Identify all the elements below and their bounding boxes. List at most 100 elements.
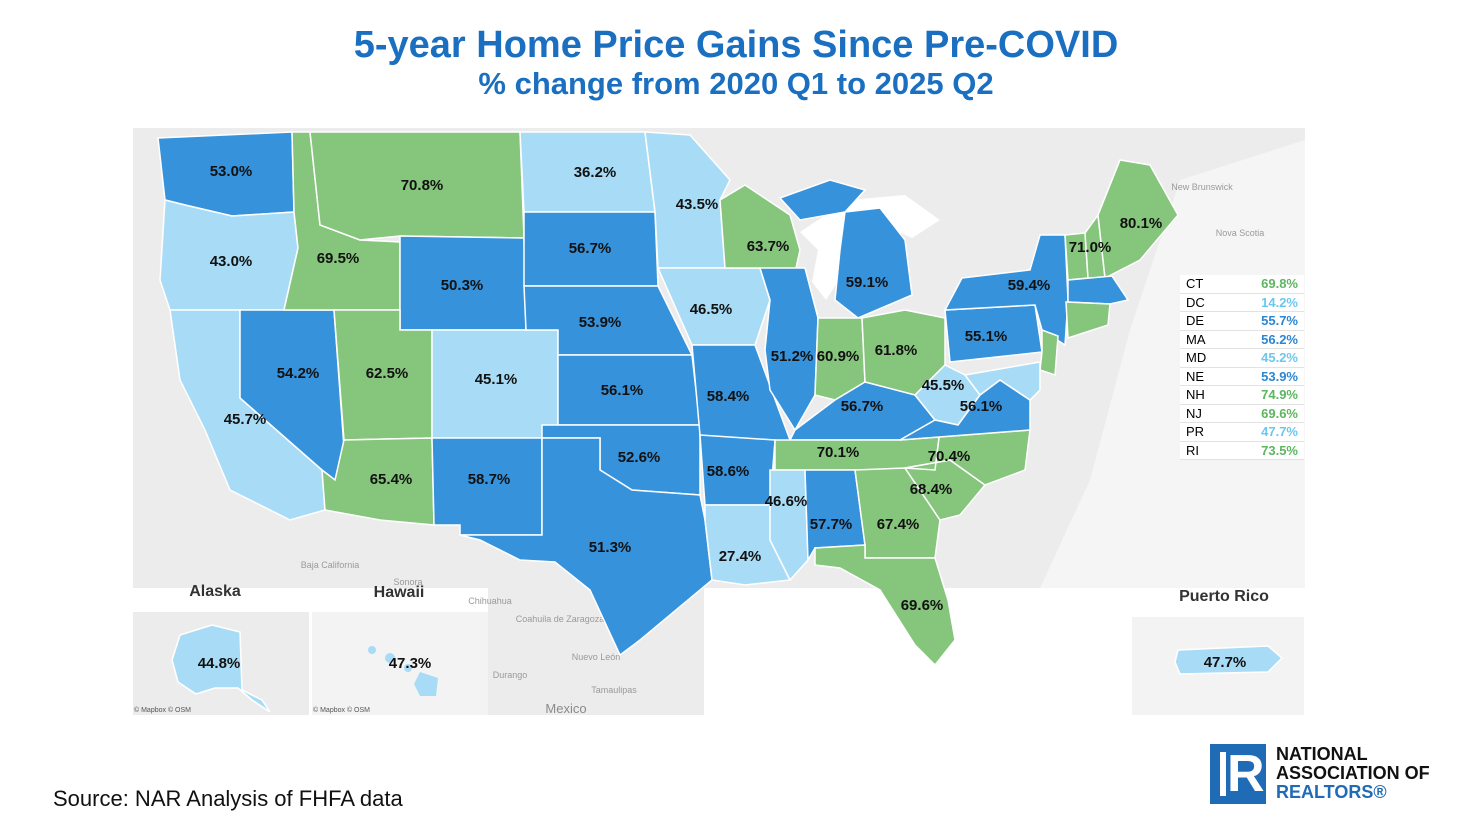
state-value-AK: 44.8% [198,655,241,672]
nar-logo: R NATIONAL ASSOCIATION OF REALTORS® [1210,744,1460,806]
state-FL[interactable] [814,544,956,667]
small-state-value: 69.8% [1229,275,1304,294]
small-state-value: 55.7% [1229,311,1304,331]
state-value-ND: 36.2% [574,164,617,181]
small-state-row: NE 53.9% [1180,367,1304,386]
state-MA[interactable] [1067,275,1130,305]
atlantic-coast-water [1040,140,1305,588]
logo-line-3: REALTORS® [1276,782,1387,802]
inset-title-puerto-rico: Puerto Rico [1179,588,1269,605]
small-state-code: MA [1180,330,1230,349]
state-value-MN: 43.5% [676,196,719,213]
great-lakes [800,195,940,300]
small-state-code: DC [1180,293,1230,312]
state-value-MO: 58.4% [707,388,750,405]
small-state-value: 74.9% [1229,385,1304,405]
state-value-PA: 55.1% [965,328,1008,345]
state-HI-island-3[interactable] [404,664,412,672]
page-title: 5-year Home Price Gains Since Pre-COVID [353,24,1119,66]
basemap-label-tamaulipas: Tamaulipas [591,685,637,695]
small-state-code: MD [1180,348,1230,368]
small-state-value: 53.9% [1229,367,1304,386]
small-state-value: 56.2% [1229,330,1304,349]
state-value-LA: 27.4% [719,548,762,565]
state-value-FL: 69.6% [901,597,944,614]
state-value-WV: 45.5% [922,377,965,394]
logo-text: NATIONAL ASSOCIATION OF REALTORS® [1276,745,1430,802]
small-state-value: 47.7% [1229,422,1304,442]
small-state-code: NJ [1180,404,1230,423]
small-state-row: MA 56.2% [1180,330,1304,349]
state-value-VA: 56.1% [960,398,1003,415]
state-value-NE: 53.9% [579,314,622,331]
state-MI-upper[interactable] [778,179,867,221]
state-NJ[interactable] [1039,328,1059,377]
realtor-r-icon: R [1210,744,1266,804]
state-value-VT: 71.0% [1069,239,1112,256]
small-state-code: RI [1180,441,1230,460]
state-value-WY: 50.3% [441,277,484,294]
basemap-label-nova-scotia: Nova Scotia [1216,228,1265,238]
small-state-row: PR 47.7% [1180,422,1304,442]
basemap-label-coahuila: Coahuila de Zaragoza [516,614,605,624]
state-value-WI: 63.7% [747,238,790,255]
state-value-ID: 69.5% [317,250,360,267]
state-value-OK: 52.6% [618,449,661,466]
hawaii-map-credit: © Mapbox © OSM [313,706,370,714]
state-value-WA: 53.0% [210,163,253,180]
small-state-row: DC 14.2% [1180,293,1304,312]
small-state-row: CT 69.8% [1180,275,1304,294]
state-value-KS: 56.1% [601,382,644,399]
state-value-IN: 60.9% [817,348,860,365]
state-value-CA: 45.7% [224,411,267,428]
state-value-IL: 51.2% [771,348,814,365]
inset-title-hawaii: Hawaii [374,584,425,601]
state-PR[interactable] [1174,645,1284,675]
small-states-table: CT 69.8% DC 14.2% DE 55.7% MA 56.2% MD 45.2% NE 53.… [1180,275,1304,460]
state-value-IA: 46.5% [690,301,733,318]
small-state-row: NH 74.9% [1180,385,1304,405]
state-CT-RI[interactable] [1065,301,1111,340]
state-AK[interactable] [171,624,271,713]
hawaii-inset-frame [312,612,488,715]
small-state-code: PR [1180,422,1230,442]
state-value-NV: 54.2% [277,365,320,382]
state-value-TN: 70.1% [817,444,860,461]
alaska-map-credit: © Mapbox © OSM [134,706,191,714]
small-state-code: CT [1180,275,1230,294]
state-HI-island-1[interactable] [368,646,376,654]
state-HI-big-island[interactable] [414,672,438,696]
small-state-row: DE 55.7% [1180,311,1304,331]
small-state-code: NE [1180,367,1230,386]
state-value-GA: 67.4% [877,516,920,533]
state-NC[interactable] [899,429,1031,486]
small-state-value: 73.5% [1229,441,1304,460]
state-HI-island-2[interactable] [385,653,395,663]
basemap-label-chihuahua: Chihuahua [468,596,512,606]
state-value-MS: 46.6% [765,493,808,510]
state-MS[interactable] [769,469,809,582]
source-note: Source: NAR Analysis of FHFA data [53,786,403,811]
state-MD-DE[interactable] [963,361,1041,401]
state-value-KY: 56.7% [841,398,884,415]
basemap-label-new-brunswick: New Brunswick [1171,182,1233,192]
small-state-code: DE [1180,311,1230,331]
state-value-PR: 47.7% [1204,654,1247,671]
state-value-SD: 56.7% [569,240,612,257]
state-TX[interactable] [459,437,713,657]
state-value-CO: 45.1% [475,371,518,388]
state-value-TX: 51.3% [589,539,632,556]
state-value-OR: 43.0% [210,253,253,270]
state-MI[interactable] [834,207,913,319]
basemap-label-mexico: Mexico [545,701,586,716]
state-value-AR: 58.6% [707,463,750,480]
basemap-label-sonora: Sonora [393,577,422,587]
state-value-HI: 47.3% [389,655,432,672]
small-state-row: RI 73.5% [1180,441,1304,460]
small-state-row: MD 45.2% [1180,348,1304,368]
basemap-label-durango: Durango [493,670,528,680]
small-state-row: NJ 69.6% [1180,404,1304,423]
state-value-OH: 61.8% [875,342,918,359]
state-value-UT: 62.5% [366,365,409,382]
